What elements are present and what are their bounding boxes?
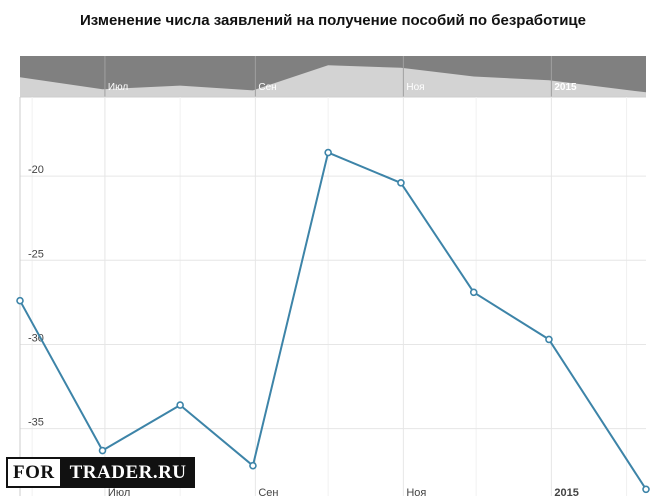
y-tick-label: -20 <box>28 164 44 176</box>
data-point <box>545 335 553 344</box>
data-point <box>469 288 478 297</box>
navigator-tick-label: 2015 <box>554 82 577 93</box>
y-tick-label: -35 <box>28 417 44 429</box>
watermark-logo: FOR TRADER.RU <box>6 457 195 488</box>
data-point <box>324 148 332 157</box>
data-point <box>98 446 107 455</box>
data-point <box>249 461 257 470</box>
series <box>16 148 650 494</box>
x-tick-label: Ноя <box>406 487 426 499</box>
logo-left-text: FOR <box>6 457 62 488</box>
data-point <box>16 296 24 305</box>
y-tick-label: -25 <box>28 248 44 260</box>
x-tick-label: Июл <box>108 487 130 499</box>
grid <box>20 97 646 496</box>
x-tick-label: Сен <box>258 487 278 499</box>
chart-title: Изменение числа заявлений на получение п… <box>79 12 586 29</box>
series-line <box>19 151 647 490</box>
navigator-tick-label: Июл <box>108 82 128 93</box>
navigator[interactable]: Июл Сен Ноя 2015 <box>20 56 646 98</box>
navigator-tick-label: Сен <box>258 82 276 93</box>
navigator-tick-label: Ноя <box>406 82 424 93</box>
navigator-area <box>20 65 646 97</box>
data-point <box>642 485 650 494</box>
x-tick-label: 2015 <box>554 487 578 499</box>
data-point <box>176 401 184 409</box>
logo-right-text: TRADER.RU <box>61 457 195 488</box>
data-point <box>397 179 405 187</box>
